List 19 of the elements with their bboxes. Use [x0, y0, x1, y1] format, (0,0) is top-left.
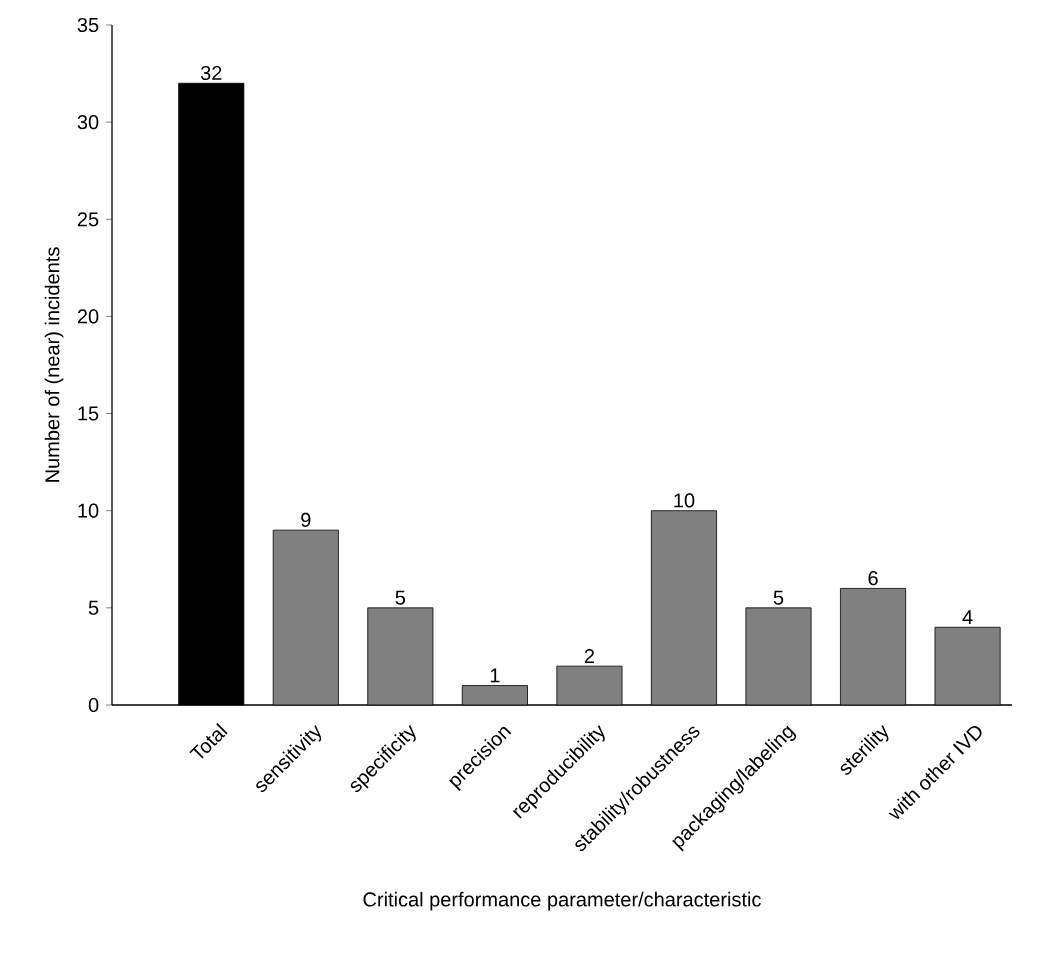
data-label: 5	[773, 590, 784, 605]
data-label: 2	[584, 648, 594, 663]
data-label: 1	[490, 668, 500, 683]
data-label: 6	[868, 571, 878, 586]
x-axis-title: Critical performance parameter/characteristic	[363, 891, 761, 911]
data-label: 4	[962, 610, 973, 625]
y-tick-label: 15	[78, 406, 99, 421]
y-tick-label: 5	[88, 600, 99, 615]
data-label: 9	[301, 512, 311, 527]
y-tick-label: 35	[77, 17, 99, 33]
y-tick-label: 20	[77, 309, 99, 324]
y-axis-title: Number of (near) incidents	[44, 247, 64, 482]
y-tick-label: 25	[77, 212, 99, 227]
y-tick-label: 10	[78, 503, 99, 518]
data-label: 5	[395, 590, 406, 605]
y-tick-label: 30	[77, 115, 99, 130]
y-tick-label: 0	[88, 697, 99, 713]
data-label: 10	[674, 493, 695, 508]
data-label: 32	[200, 65, 222, 81]
